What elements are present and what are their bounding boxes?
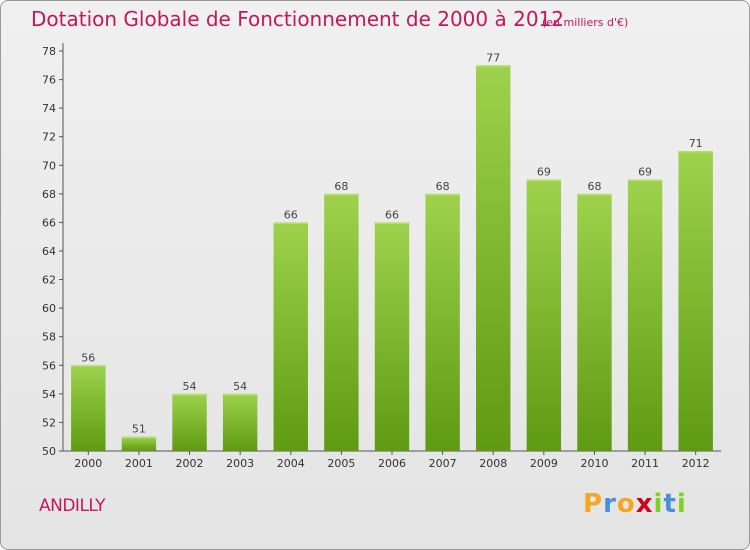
data-label: 68 [436, 180, 450, 193]
data-label: 54 [183, 380, 197, 393]
bar-highlight [121, 436, 157, 439]
y-tick-label: 60 [42, 302, 56, 315]
y-tick-label: 50 [42, 445, 56, 458]
bar [476, 65, 511, 452]
x-tick-label: 2009 [530, 457, 558, 470]
x-tick-label: 2010 [580, 457, 608, 470]
bar [324, 193, 359, 451]
logo-letter: t [663, 489, 677, 519]
y-tick-label: 76 [42, 74, 56, 87]
bar [71, 365, 106, 451]
chart-title: Dotation Globale de Fonctionnement de 20… [31, 7, 564, 31]
bar [172, 393, 207, 451]
bar [425, 193, 460, 451]
bar [577, 193, 612, 451]
bar-highlight [273, 222, 308, 224]
bar [121, 436, 157, 451]
data-label: 56 [81, 351, 95, 364]
bar-highlight [577, 193, 612, 196]
y-tick-label: 58 [42, 331, 56, 344]
data-label: 69 [537, 166, 551, 179]
y-tick-label: 72 [42, 131, 56, 144]
logo-letter: i [653, 489, 664, 519]
bar-highlight [222, 393, 258, 396]
bar [273, 222, 308, 451]
bar [678, 151, 713, 451]
y-tick-label: 52 [42, 416, 56, 429]
y-tick-label: 56 [42, 359, 56, 372]
y-tick-label: 64 [42, 245, 56, 258]
x-tick-label: 2005 [327, 457, 355, 470]
x-tick-label: 2000 [74, 457, 102, 470]
chart-unit-label: (en milliers d'€) [542, 16, 629, 29]
x-tick-label: 2004 [277, 457, 305, 470]
data-label: 77 [486, 51, 500, 64]
data-label: 68 [334, 180, 348, 193]
x-tick-label: 2008 [479, 457, 507, 470]
data-label: 51 [132, 423, 146, 436]
x-tick-label: 2011 [631, 457, 659, 470]
bar-highlight [172, 393, 207, 396]
x-tick-label: 2012 [682, 457, 710, 470]
data-label: 68 [587, 180, 601, 193]
y-tick-label: 74 [42, 102, 56, 115]
logo-letter: r [603, 489, 617, 519]
proxiti-logo[interactable]: Proxiti [583, 489, 687, 519]
logo-letter: i [676, 489, 687, 519]
logo-letter: o [616, 489, 636, 519]
bar-highlight [374, 222, 410, 224]
y-tick-label: 70 [42, 159, 56, 172]
bar-highlight [627, 179, 663, 182]
y-tick-label: 66 [42, 216, 56, 229]
data-label: 69 [638, 166, 652, 179]
y-tick-label: 62 [42, 274, 56, 287]
x-tick-label: 2002 [176, 457, 204, 470]
data-label: 54 [233, 380, 247, 393]
bar [222, 393, 258, 451]
bar-highlight [425, 193, 460, 196]
bar [526, 179, 562, 452]
x-tick-label: 2007 [429, 457, 457, 470]
logo-letter: P [583, 489, 604, 519]
y-tick-label: 54 [42, 388, 56, 401]
logo-letter: x [635, 489, 654, 519]
bar [627, 179, 663, 452]
data-label: 66 [385, 208, 399, 221]
bar-highlight [678, 151, 713, 153]
bar [374, 222, 410, 451]
data-label: 71 [689, 137, 703, 150]
bar-highlight [476, 65, 511, 67]
x-tick-label: 2001 [125, 457, 153, 470]
y-tick-label: 68 [42, 188, 56, 201]
data-label: 66 [284, 208, 298, 221]
x-tick-label: 2003 [226, 457, 254, 470]
y-tick-label: 78 [42, 45, 56, 58]
bar-highlight [324, 193, 359, 196]
x-tick-label: 2006 [378, 457, 406, 470]
bar-highlight [526, 179, 562, 182]
commune-name: ANDILLY [39, 496, 106, 516]
bar-highlight [71, 365, 106, 367]
